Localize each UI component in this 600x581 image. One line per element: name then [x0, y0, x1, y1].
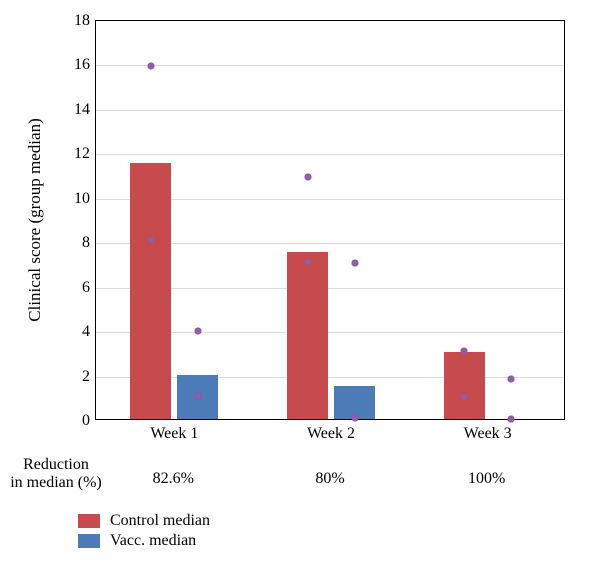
data-point	[304, 173, 311, 180]
ytick-label: 10	[74, 190, 96, 208]
reduction-label-line2: in median (%)	[8, 474, 104, 492]
data-point	[351, 260, 358, 267]
ytick-label: 8	[82, 234, 96, 252]
legend-item: Vacc. median	[78, 532, 210, 550]
reduction-value: 100%	[468, 470, 505, 488]
legend-item: Control median	[78, 512, 210, 530]
ytick-label: 16	[74, 56, 96, 74]
ytick-label: 2	[82, 368, 96, 386]
data-point	[461, 348, 468, 355]
legend-swatch	[78, 514, 100, 528]
y-axis-title: Clinical score (group median)	[25, 118, 45, 321]
legend-label: Control median	[110, 512, 210, 530]
gridline	[96, 154, 564, 155]
chart-container: Clinical score (group median) 0246810121…	[0, 0, 600, 581]
ytick-label: 14	[74, 101, 96, 119]
xtick-label: Week 1	[150, 419, 198, 443]
gridline	[96, 65, 564, 66]
data-point	[304, 259, 311, 266]
reduction-value: 82.6%	[153, 470, 194, 488]
data-point	[508, 376, 515, 383]
reduction-label-line1: Reduction	[8, 456, 104, 474]
bar-control	[287, 252, 328, 419]
ytick-label: 6	[82, 279, 96, 297]
xtick-label: Week 2	[307, 419, 355, 443]
data-point	[194, 392, 201, 399]
ytick-label: 4	[82, 323, 96, 341]
data-point	[461, 393, 468, 400]
bar-control	[444, 352, 485, 419]
ytick-label: 18	[74, 12, 96, 30]
legend-swatch	[78, 534, 100, 548]
xtick-label: Week 3	[464, 419, 512, 443]
data-point	[147, 62, 154, 69]
gridline	[96, 110, 564, 111]
ytick-label: 12	[74, 145, 96, 163]
legend-label: Vacc. median	[110, 532, 196, 550]
ytick-label: 0	[82, 412, 96, 430]
data-point	[194, 328, 201, 335]
legend: Control median Vacc. median	[78, 510, 210, 552]
data-point	[147, 237, 154, 244]
plot-area: 024681012141618Week 1Week 2Week 3	[95, 20, 565, 420]
reduction-value: 80%	[315, 470, 344, 488]
bar-control	[130, 163, 171, 419]
reduction-label: Reduction in median (%)	[8, 456, 104, 493]
